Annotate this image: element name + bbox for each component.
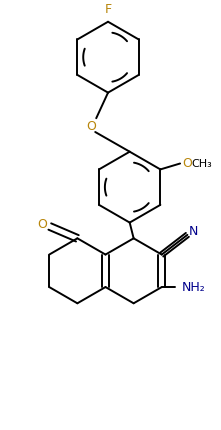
Text: F: F <box>105 3 112 16</box>
Text: NH₂: NH₂ <box>181 280 205 294</box>
Text: O: O <box>86 120 96 132</box>
Text: CH₃: CH₃ <box>191 159 212 169</box>
Text: O: O <box>37 218 47 231</box>
Text: N: N <box>189 225 198 238</box>
Text: O: O <box>182 157 192 170</box>
